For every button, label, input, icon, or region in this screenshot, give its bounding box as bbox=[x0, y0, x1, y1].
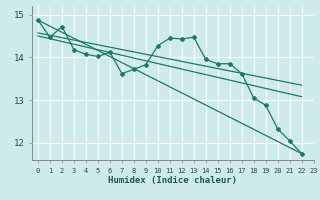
X-axis label: Humidex (Indice chaleur): Humidex (Indice chaleur) bbox=[108, 176, 237, 185]
